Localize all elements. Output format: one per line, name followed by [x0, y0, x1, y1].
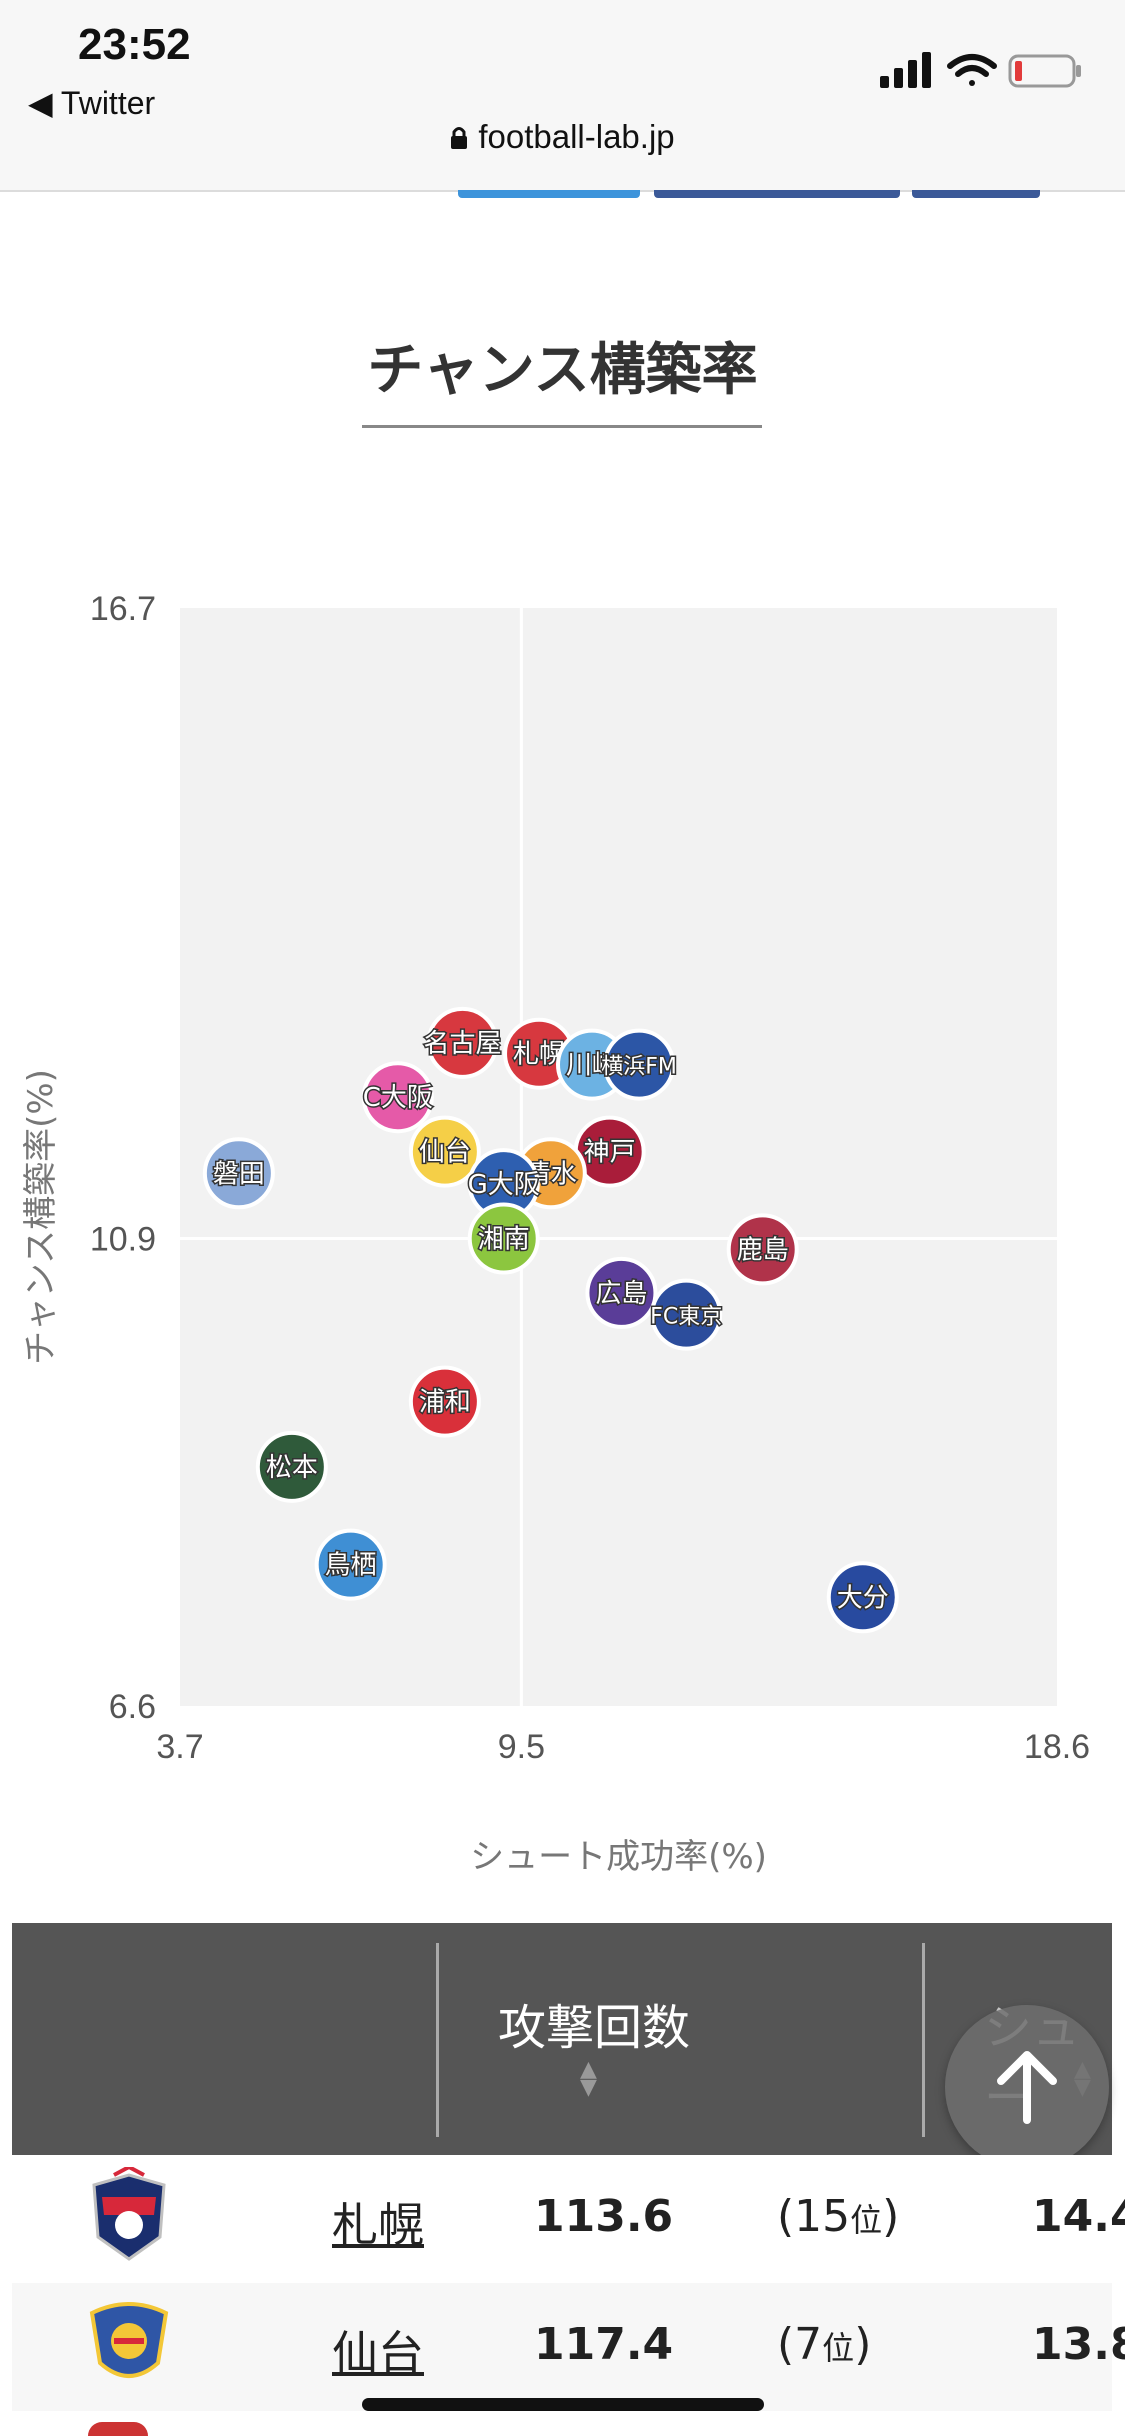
scatter-chart: 16.7 10.9 6.63.7 9.5 18.6 シュート成功率(%) チャンス構築率(%… — [21, 590, 1090, 1877]
point-label: 鹿島 — [737, 1235, 789, 1265]
share-button-facebook[interactable] — [654, 190, 900, 198]
scatter-marker[interactable] — [408, 1365, 481, 1438]
address-bar[interactable]: football-lab.jp — [0, 118, 1125, 156]
scatter-marker[interactable] — [603, 1028, 676, 1101]
section-title: チャンス構築率 — [367, 338, 758, 403]
table-row: 仙台 117.4 (7位) 13.8 — [12, 2283, 1125, 2411]
x-tick-label: 9.5 — [498, 1728, 545, 1766]
attack-count: 113.6 — [534, 2191, 674, 2242]
cellular-signal-icon — [880, 52, 931, 88]
point-label: 湘南 — [478, 1225, 530, 1255]
scatter-point[interactable]: 名古屋 — [422, 1006, 503, 1079]
attack-rank: (15位) — [777, 2191, 900, 2242]
scatter-point[interactable]: 大分 — [826, 1561, 899, 1634]
scatter-point[interactable]: 札幌 — [503, 1017, 576, 1090]
wifi-icon — [947, 54, 997, 86]
back-to-twitter-link[interactable]: ◀ Twitter — [28, 85, 156, 121]
point-label: 大分 — [837, 1583, 889, 1613]
point-label: 鳥栖 — [325, 1551, 377, 1581]
scatter-marker[interactable] — [408, 1115, 481, 1188]
title-underline — [362, 425, 762, 428]
point-label: 浦和 — [419, 1388, 471, 1418]
scatter-marker[interactable] — [426, 1006, 499, 1079]
scatter-point[interactable]: FC東京 — [649, 1278, 724, 1351]
browser-status-bar: 23:52 ◀ Twitter football-lab.jp — [0, 0, 1125, 192]
scatter-point[interactable]: 松本 — [255, 1430, 328, 1503]
point-label: C大阪 — [363, 1083, 433, 1113]
status-icons — [880, 52, 1081, 88]
point-label: 神戸 — [584, 1138, 636, 1168]
point-label: 広島 — [595, 1279, 647, 1309]
scatter-marker[interactable] — [726, 1213, 799, 1286]
scatter-point[interactable]: 鹿島 — [726, 1213, 799, 1286]
y-tick-label: 10.9 — [90, 1221, 156, 1259]
header-attacks[interactable]: 攻撃回数 — [498, 2000, 691, 2056]
scatter-marker[interactable] — [585, 1256, 658, 1329]
vegalta-sendai-emblem-icon — [89, 2302, 169, 2378]
shot-value: 14.4 — [1032, 2191, 1125, 2242]
y-axis-label: チャンス構築率(%) — [21, 1069, 61, 1365]
scatter-marker[interactable] — [467, 1202, 540, 1275]
next-row-emblem-partial — [88, 2422, 148, 2436]
scatter-marker[interactable] — [826, 1561, 899, 1634]
scatter-point[interactable]: 仙台 — [408, 1115, 481, 1188]
x-tick-label: 18.6 — [1024, 1728, 1090, 1766]
point-label: 磐田 — [213, 1159, 265, 1189]
clock: 23:52 — [78, 20, 191, 69]
table-row: 札幌 113.6 (15位) 14.4 — [12, 2155, 1125, 2283]
scatter-point[interactable]: G大阪 — [466, 1148, 541, 1221]
header-divider — [436, 1943, 439, 2137]
scatter-point[interactable]: 鳥栖 — [314, 1528, 387, 1601]
sort-arrows-icon[interactable]: ▲▼ — [580, 2057, 597, 2100]
shot-value: 13.8 — [1032, 2319, 1125, 2370]
arrow-up-icon — [997, 2051, 1057, 2124]
url-text: football-lab.jp — [478, 118, 675, 155]
scatter-marker[interactable] — [314, 1528, 387, 1601]
scatter-marker[interactable] — [361, 1061, 434, 1134]
scatter-point[interactable]: 湘南 — [467, 1202, 540, 1275]
scatter-marker[interactable] — [255, 1430, 328, 1503]
point-label: 松本 — [266, 1453, 318, 1483]
point-label: FC東京 — [650, 1305, 722, 1330]
scatter-marker[interactable] — [202, 1137, 275, 1210]
x-tick-label: 3.7 — [156, 1728, 203, 1766]
x-axis-label: シュート成功率(%) — [470, 1837, 767, 1877]
point-label: 横浜FM — [601, 1055, 677, 1080]
point-label: 名古屋 — [424, 1029, 502, 1059]
share-buttons-strip — [0, 190, 1125, 200]
attack-count: 117.4 — [534, 2319, 674, 2370]
scatter-point[interactable]: C大阪 — [361, 1061, 434, 1134]
scroll-to-top-button[interactable] — [945, 2005, 1109, 2169]
lock-icon — [451, 127, 468, 149]
scatter-point[interactable]: 横浜FM — [600, 1028, 678, 1101]
home-indicator — [362, 2398, 764, 2411]
point-label: G大阪 — [468, 1170, 540, 1200]
consadole-sapporo-emblem-icon — [92, 2167, 166, 2261]
point-label: 仙台 — [419, 1138, 471, 1168]
scatter-point[interactable]: 浦和 — [408, 1365, 481, 1438]
scatter-marker[interactable] — [650, 1278, 723, 1351]
share-button-twitter[interactable] — [458, 190, 640, 198]
point-label: 札幌 — [513, 1040, 565, 1070]
y-tick-label: 6.6 — [109, 1688, 156, 1726]
header-divider — [922, 1943, 925, 2137]
attack-rank: (7位) — [777, 2319, 872, 2370]
share-button-other[interactable] — [912, 190, 1040, 198]
team-name-link[interactable]: 札幌 — [332, 2198, 424, 2252]
team-name-link[interactable]: 仙台 — [332, 2326, 424, 2380]
scatter-point[interactable]: 磐田 — [202, 1137, 275, 1210]
scatter-point[interactable]: 神戸 — [573, 1115, 646, 1188]
y-tick-label: 16.7 — [90, 590, 156, 628]
battery-icon — [1008, 54, 1081, 88]
scatter-point[interactable]: 広島 — [585, 1256, 658, 1329]
